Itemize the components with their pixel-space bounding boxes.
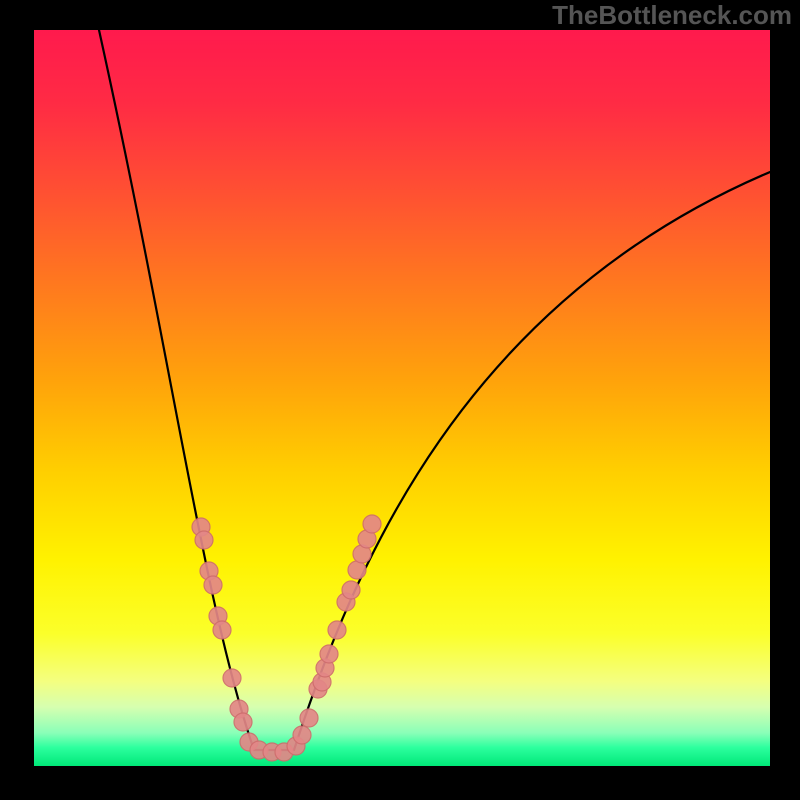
marker-point	[328, 621, 346, 639]
marker-group	[192, 515, 381, 761]
chart-frame: TheBottleneck.com	[0, 0, 800, 800]
watermark-text: TheBottleneck.com	[552, 0, 792, 31]
marker-point	[363, 515, 381, 533]
marker-point	[234, 713, 252, 731]
marker-point	[293, 726, 311, 744]
marker-point	[342, 581, 360, 599]
marker-point	[213, 621, 231, 639]
marker-point	[195, 531, 213, 549]
marker-point	[348, 561, 366, 579]
marker-point	[320, 645, 338, 663]
curve-left	[99, 30, 254, 750]
marker-point	[204, 576, 222, 594]
curve-right	[294, 172, 770, 750]
plot-area	[34, 30, 770, 766]
marker-point	[300, 709, 318, 727]
curves-layer	[34, 30, 770, 766]
marker-point	[223, 669, 241, 687]
